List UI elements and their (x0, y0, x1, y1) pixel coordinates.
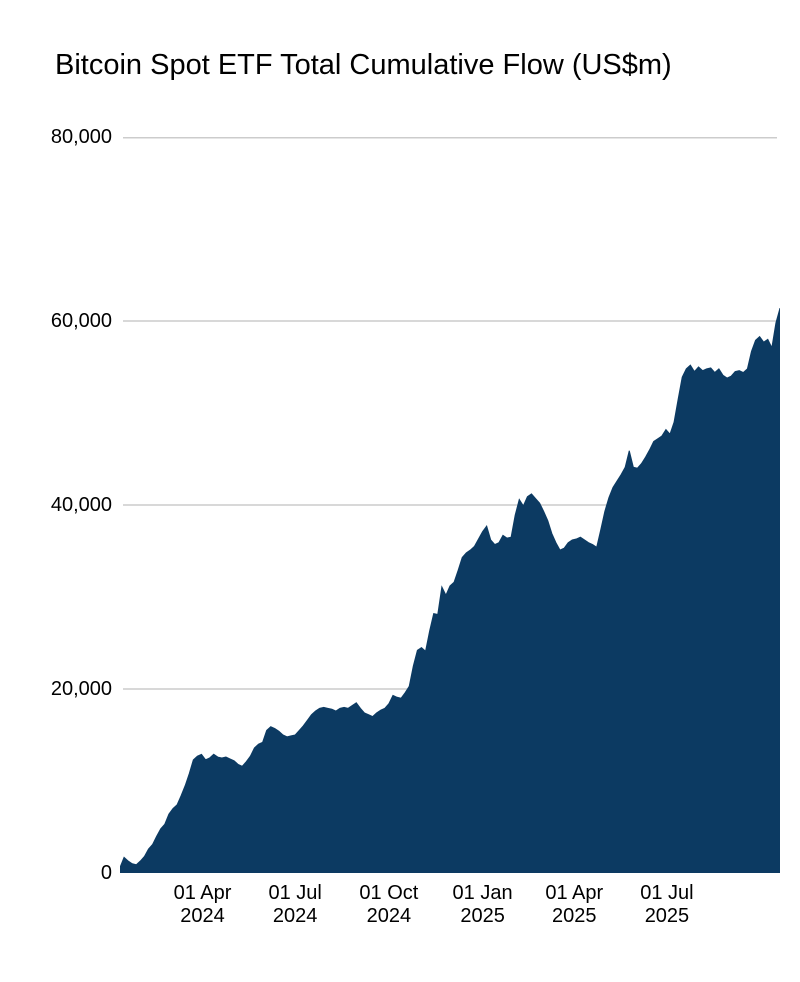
x-axis-label: 01 Jul 2024 (268, 882, 321, 928)
chart-title: Bitcoin Spot ETF Total Cumulative Flow (… (55, 49, 672, 81)
x-axis-label-year: 2024 (366, 905, 412, 927)
y-axis-label: 20,000 (50, 678, 112, 700)
x-axis-label-year: 2025 (460, 905, 505, 927)
x-axis-label: 01 Jul 2025 (640, 882, 693, 928)
x-axis-label-date: 01 Oct (359, 882, 419, 904)
y-axis-label: 80,000 (50, 126, 112, 148)
x-axis-label-date: 01 Jul (640, 882, 694, 904)
x-axis-label-date: 01 Jan (452, 882, 513, 904)
x-axis-label: 01 Jan 2025 (453, 882, 513, 928)
y-axis-label: 60,000 (50, 310, 112, 332)
x-axis-label-date: 01 Apr (545, 882, 604, 904)
x-axis-label: 01 Apr 2024 (174, 882, 232, 928)
x-axis-label-year: 2025 (644, 905, 690, 927)
x-axis-label-date: 01 Apr (173, 882, 232, 904)
y-axis-label: 40,000 (50, 494, 112, 516)
area-chart-canvas (119, 137, 781, 874)
area-series[interactable] (119, 307, 781, 874)
x-axis-label-year: 2024 (180, 905, 225, 927)
x-axis-label: 01 Apr 2025 (545, 882, 603, 928)
x-axis-label-date: 01 Jul (268, 882, 322, 904)
y-axis-label: 0 (100, 862, 112, 884)
plot-area (119, 137, 781, 874)
x-axis-label: 01 Oct 2024 (359, 882, 418, 928)
x-axis-label-year: 2024 (272, 905, 318, 927)
x-axis-label-year: 2025 (551, 905, 597, 927)
